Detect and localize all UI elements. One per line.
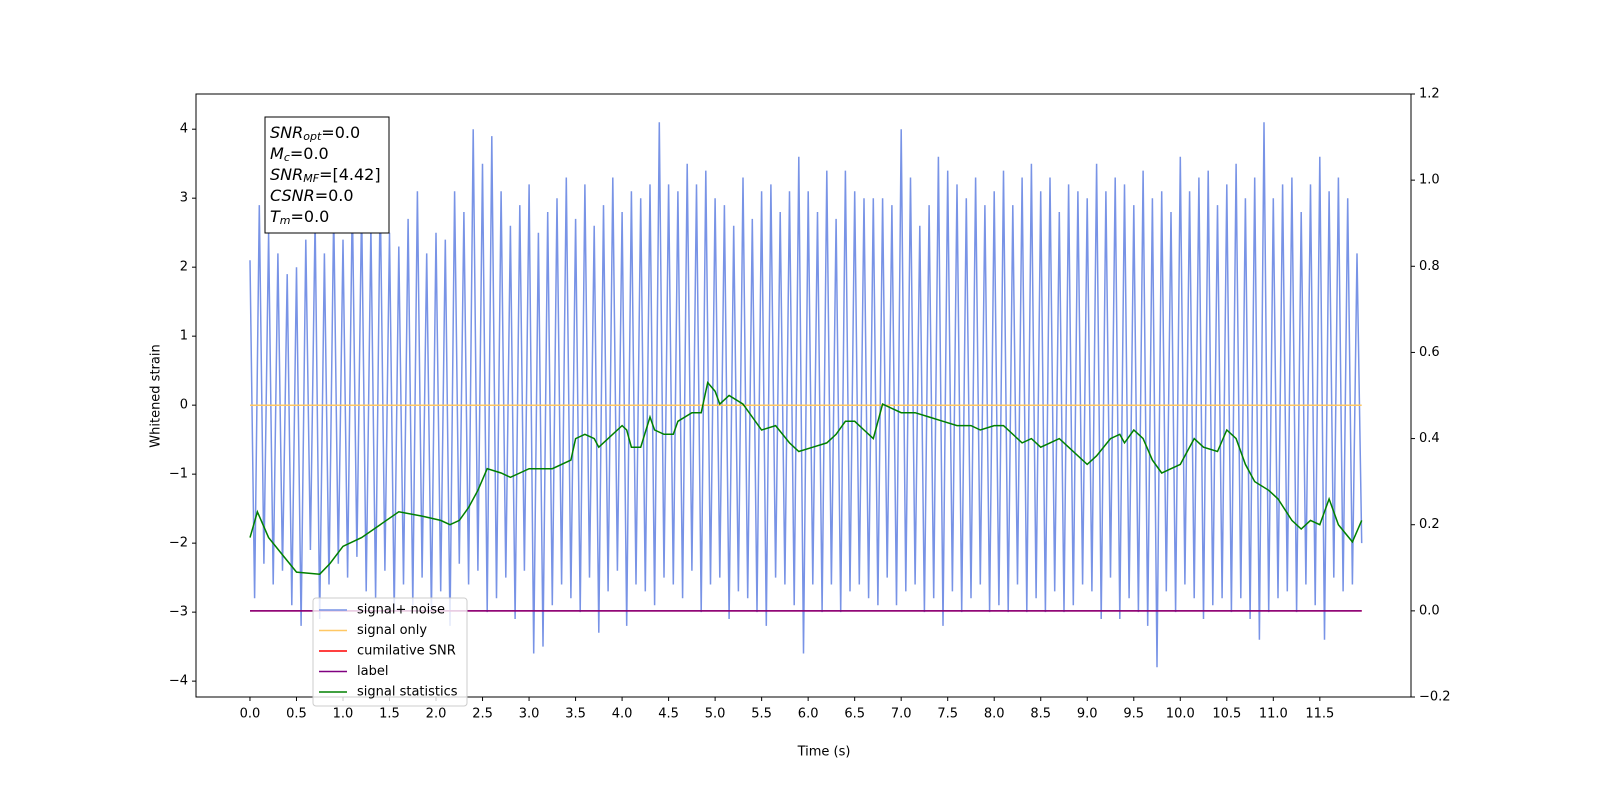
y-tick-label: 4 <box>180 122 188 137</box>
annotation-text: =0.0 <box>290 144 329 163</box>
x-tick-label: 2.0 <box>426 707 447 722</box>
annotation-symbol: SNR <box>270 165 303 184</box>
annotation-subscript: opt <box>303 130 322 143</box>
x-tick-label: 9.5 <box>1123 707 1144 722</box>
x-tick-label: 2.5 <box>472 707 493 722</box>
x-tick-label: 0.0 <box>240 707 261 722</box>
x-tick-label: 7.5 <box>937 707 958 722</box>
x-tick-label: 5.0 <box>705 707 726 722</box>
legend-label: signal+ noise <box>357 603 445 618</box>
annotation-symbol: T <box>270 207 281 226</box>
y2-tick-label: 1.0 <box>1419 173 1440 188</box>
annotation-subscript: m <box>280 214 291 227</box>
legend-box <box>312 597 468 707</box>
x-tick-label: 1.0 <box>333 707 354 722</box>
y2-tick-label: 0.4 <box>1419 431 1440 446</box>
x-tick-label: 3.5 <box>565 707 586 722</box>
annotation-subscript: c <box>284 151 290 164</box>
x-tick-label: 11.0 <box>1259 707 1288 722</box>
annotation-text: =[4.42] <box>319 165 381 184</box>
y2-tick-label: 0.0 <box>1419 603 1440 618</box>
annotation-text: =0.0 <box>315 186 354 205</box>
x-tick-label: 0.5 <box>286 707 307 722</box>
annotation-symbol: M <box>270 144 284 163</box>
legend-label: cumilative SNR <box>357 644 456 659</box>
y-tick-label: −2 <box>169 536 188 551</box>
y-tick-label: −3 <box>169 605 188 620</box>
series-line <box>249 380 1363 575</box>
annotation-text: =0.0 <box>291 207 330 226</box>
y2-tick-label: 0.2 <box>1419 517 1440 532</box>
y-tick-label: 1 <box>180 329 188 344</box>
annotation-line: Mc=0.0 <box>270 144 329 165</box>
y2-tick-label: −0.2 <box>1419 690 1451 705</box>
y-tick-label: 3 <box>180 191 188 206</box>
y-tick-label: −1 <box>169 467 188 482</box>
annotation-line: SNRMF=[4.42] <box>270 165 381 186</box>
y2-tick-label: 0.8 <box>1419 259 1440 274</box>
annotation-box <box>264 116 390 234</box>
y2-tick-label: 0.6 <box>1419 345 1440 360</box>
legend-label: label <box>357 664 388 679</box>
x-tick-label: 3.0 <box>519 707 540 722</box>
x-tick-label: 11.5 <box>1305 707 1334 722</box>
x-tick-label: 8.5 <box>1030 707 1051 722</box>
x-tick-label: 6.0 <box>798 707 819 722</box>
annotation-line: Tm=0.0 <box>270 207 329 228</box>
x-tick-label: 9.0 <box>1077 707 1098 722</box>
x-tick-label: 4.0 <box>612 707 633 722</box>
legend-label: signal statistics <box>357 685 458 700</box>
annotation-symbol: SNR <box>270 123 303 142</box>
x-tick-label: 6.5 <box>844 707 865 722</box>
annotation-line: SNRopt=0.0 <box>270 123 360 144</box>
series-line <box>249 122 1363 668</box>
x-tick-label: 7.0 <box>891 707 912 722</box>
x-tick-label: 5.5 <box>751 707 772 722</box>
y-tick-label: −4 <box>169 674 188 689</box>
annotation-subscript: MF <box>303 172 319 185</box>
annotation-line: CSNR=0.0 <box>270 186 354 205</box>
x-tick-label: 1.5 <box>379 707 400 722</box>
x-tick-label: 10.0 <box>1166 707 1195 722</box>
x-axis-label: Time (s) <box>797 745 851 760</box>
annotation-text: =0.0 <box>321 123 360 142</box>
y2-tick-label: 1.2 <box>1419 87 1440 102</box>
x-tick-label: 4.5 <box>658 707 679 722</box>
y-tick-label: 0 <box>180 398 188 413</box>
legend-label: signal only <box>357 623 427 638</box>
y-axis-label: Whitened strain <box>149 344 164 447</box>
plot-frame <box>195 93 1412 698</box>
annotation-symbol: CSNR <box>270 186 315 205</box>
x-tick-label: 8.0 <box>984 707 1005 722</box>
x-tick-label: 10.5 <box>1212 707 1241 722</box>
y-tick-label: 2 <box>180 260 188 275</box>
